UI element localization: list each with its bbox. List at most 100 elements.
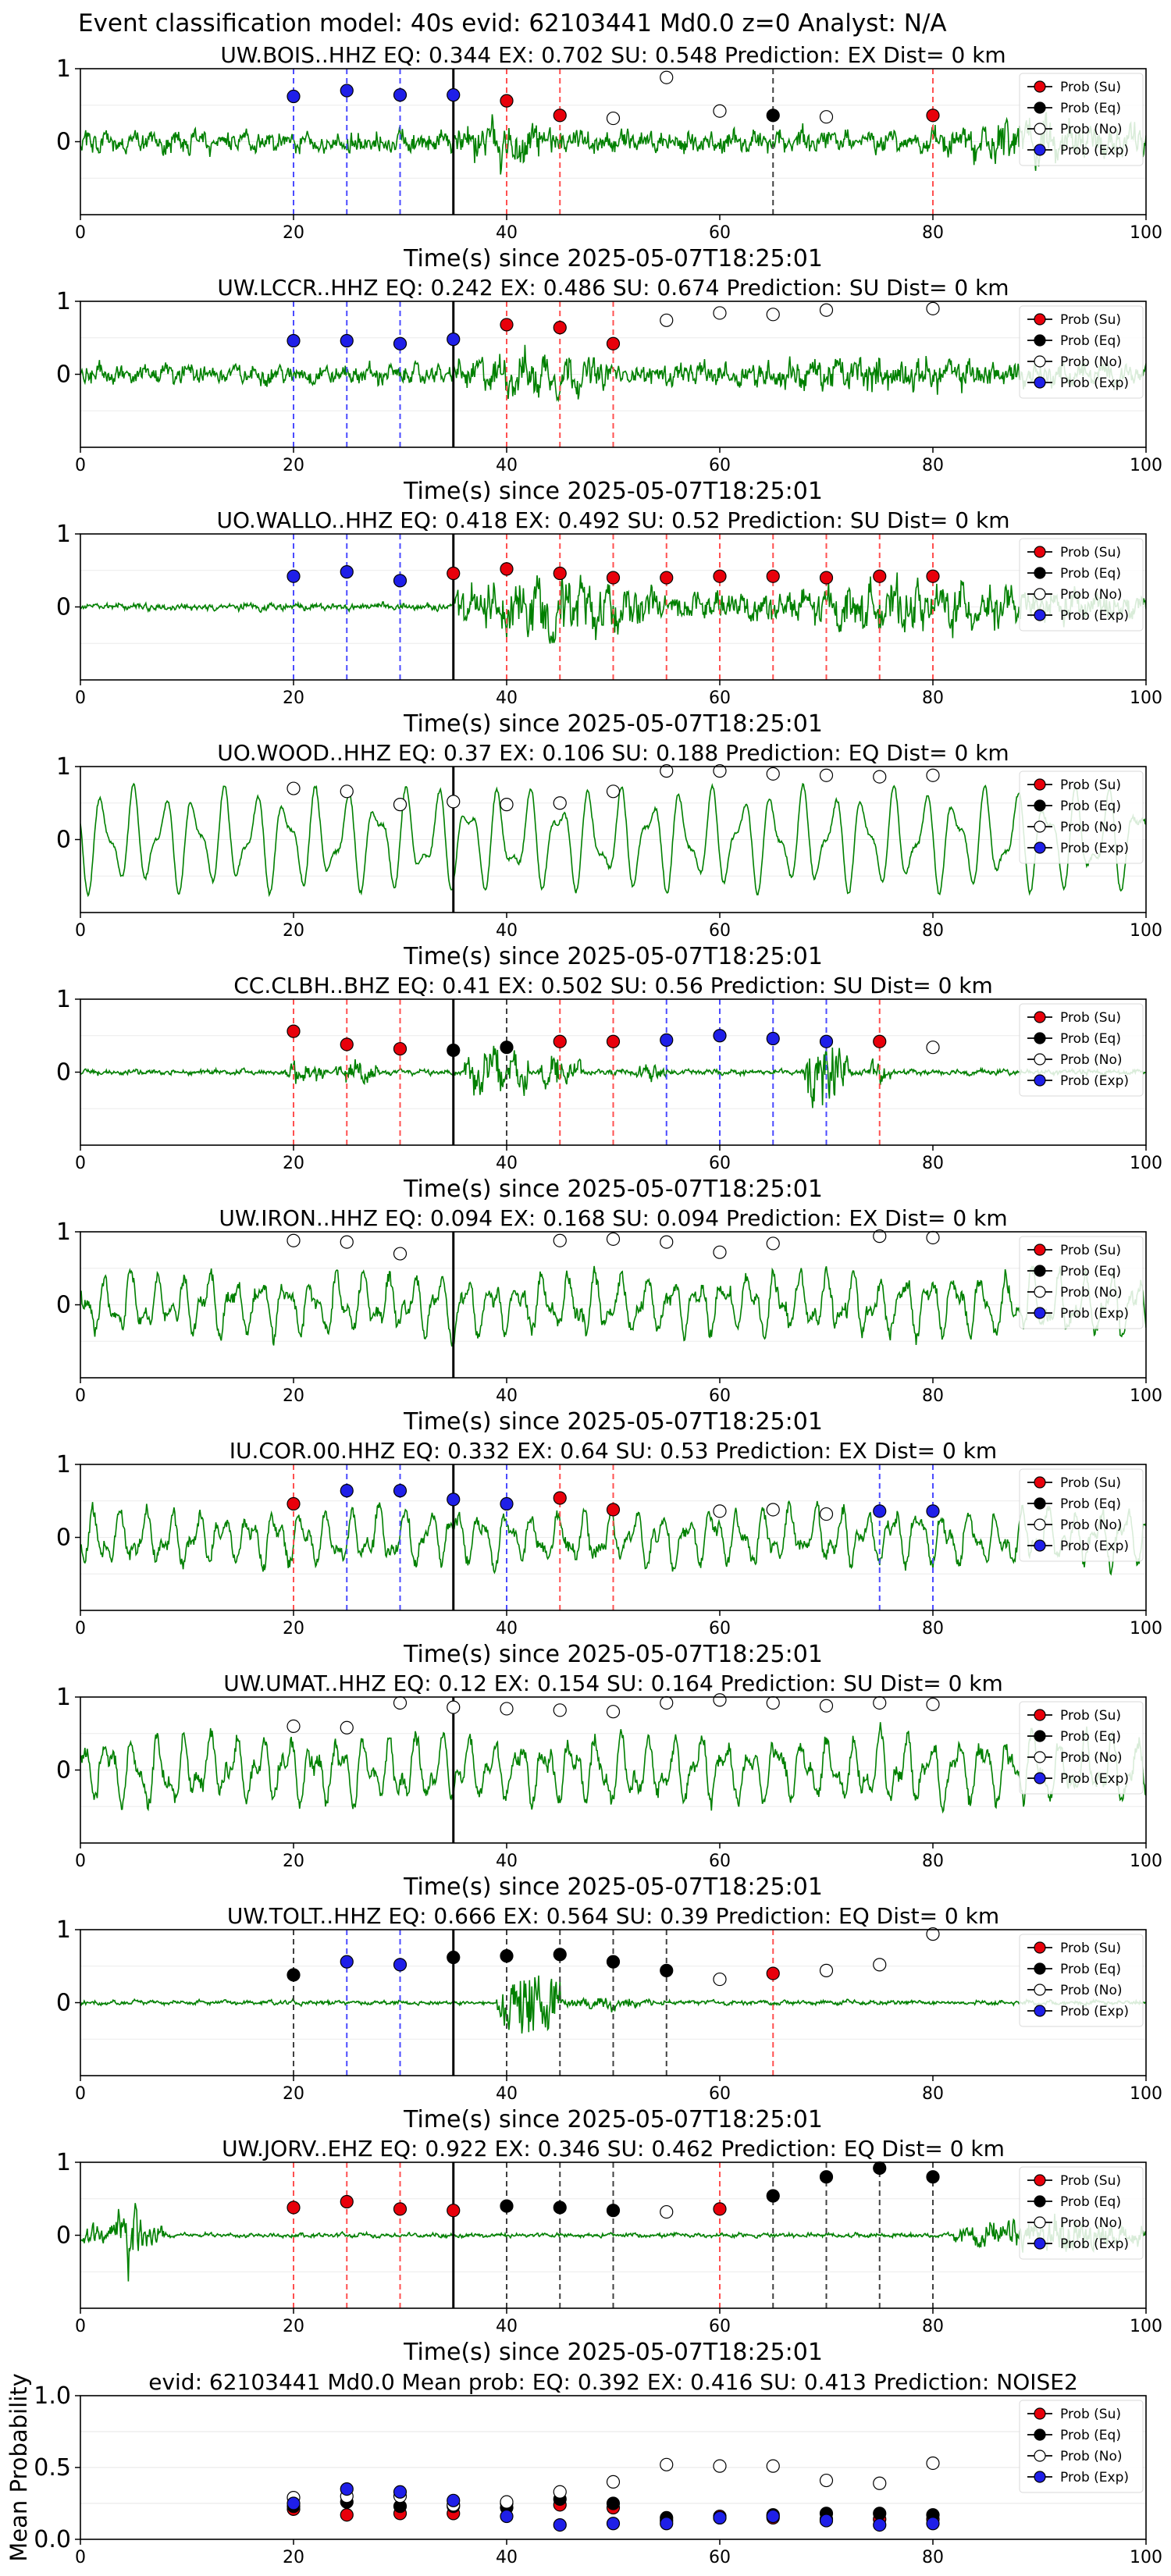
mean-point-eq	[606, 2496, 621, 2510]
x-tick-label: 100	[1130, 2548, 1162, 2567]
x-axis-label: Time(s) since 2025-05-07T18:25:01	[403, 478, 823, 505]
probability-point-eq	[819, 2170, 834, 2184]
legend-marker	[1034, 2195, 1046, 2208]
probability-point-su	[340, 1037, 354, 1051]
probability-point-eq	[766, 109, 780, 123]
legend-box	[1019, 73, 1144, 166]
x-tick-label: 0	[75, 1154, 86, 1173]
probability-point-exp	[287, 89, 301, 104]
legend-marker	[1034, 2471, 1046, 2483]
probability-point-su	[553, 1034, 567, 1048]
probability-point-no	[766, 1503, 780, 1517]
panel-2: UW.LCCR..HHZ EQ: 0.242 EX: 0.486 SU: 0.6…	[56, 275, 1162, 505]
probability-point-exp	[766, 1031, 780, 1046]
y-tick-label: 0.0	[34, 2526, 71, 2553]
y-tick-label: 0	[56, 2222, 71, 2250]
probability-point-su	[553, 566, 567, 581]
legend-label: Prob (Eq)	[1060, 1729, 1121, 1745]
probability-point-su	[873, 1034, 887, 1048]
legend-label: Prob (Eq)	[1060, 1962, 1121, 1977]
figure-title: Event classification model: 40s evid: 62…	[78, 9, 947, 37]
probability-point-no	[606, 785, 621, 799]
probability-point-no	[606, 1705, 621, 1719]
probability-point-no	[500, 1702, 514, 1716]
legend-label: Prob (Su)	[1060, 1475, 1121, 1491]
probability-point-su	[393, 1041, 408, 1056]
panel-title: UW.UMAT..HHZ EQ: 0.12 EX: 0.154 SU: 0.16…	[223, 1670, 1003, 1696]
legend-label: Prob (Exp)	[1060, 1771, 1129, 1787]
legend-marker	[1034, 144, 1046, 156]
probability-point-eq	[660, 1963, 674, 1977]
probability-point-exp	[393, 574, 408, 588]
legend-box	[1019, 770, 1144, 864]
probability-point-no	[713, 1245, 727, 1259]
probability-point-no	[819, 768, 834, 782]
panel-4: UO.WOOD..HHZ EQ: 0.37 EX: 0.106 SU: 0.18…	[56, 740, 1162, 970]
mean-point-exp	[660, 2517, 674, 2531]
legend-label: Prob (Eq)	[1060, 1496, 1121, 1512]
legend-label: Prob (Eq)	[1060, 333, 1121, 349]
legend-label: Prob (Exp)	[1060, 608, 1129, 624]
x-tick-label: 20	[283, 2084, 304, 2104]
x-tick-label: 60	[709, 2317, 731, 2336]
y-tick-label: 0	[56, 827, 71, 854]
x-tick-label: 20	[283, 223, 304, 243]
panels: UW.BOIS..HHZ EQ: 0.344 EX: 0.702 SU: 0.5…	[5, 42, 1162, 2567]
probability-point-no	[819, 1963, 834, 1977]
panel-5: CC.CLBH..BHZ EQ: 0.41 EX: 0.502 SU: 0.56…	[56, 973, 1162, 1203]
waveform-trace	[80, 1722, 1146, 1814]
probability-point-no	[340, 1235, 354, 1249]
legend-label: Prob (Exp)	[1060, 1539, 1129, 1554]
legend-marker	[1034, 1053, 1046, 1066]
legend-marker	[1034, 1539, 1046, 1552]
probability-point-su	[926, 569, 940, 583]
x-tick-label: 60	[709, 1386, 731, 1406]
probability-point-su	[500, 94, 514, 108]
legend-label: Prob (No)	[1060, 820, 1123, 835]
x-tick-label: 20	[283, 921, 304, 941]
probability-point-no	[287, 1233, 301, 1247]
probability-point-no	[926, 1041, 940, 1055]
x-axis-label: Time(s) since 2025-05-07T18:25:01	[403, 2339, 823, 2366]
y-tick-label: 0	[56, 1757, 71, 1784]
probability-point-su	[553, 109, 567, 123]
x-tick-label: 60	[709, 2548, 731, 2567]
legend-label: Prob (Exp)	[1060, 2236, 1129, 2252]
panel-title: UW.TOLT..HHZ EQ: 0.666 EX: 0.564 SU: 0.3…	[227, 1903, 999, 1929]
probability-point-exp	[713, 1029, 727, 1043]
probability-point-no	[447, 795, 461, 809]
legend: Prob (Su) Prob (Eq) Prob (No) Prob (Exp)	[1019, 1003, 1144, 1097]
legend-label: Prob (No)	[1060, 587, 1123, 603]
probability-point-su	[553, 321, 567, 335]
probability-point-no	[926, 1697, 940, 1711]
x-tick-label: 0	[75, 2548, 86, 2567]
x-tick-label: 80	[922, 2317, 944, 2336]
legend: Prob (Su) Prob (Eq) Prob (No) Prob (Exp)	[1019, 538, 1144, 632]
legend-box	[1019, 538, 1144, 632]
y-tick-label: 1.0	[34, 2382, 71, 2410]
legend-marker	[1034, 101, 1046, 114]
x-tick-label: 20	[283, 456, 304, 475]
legend-marker	[1034, 1074, 1046, 1087]
mean-point-no	[500, 2495, 514, 2509]
probability-point-no	[713, 1504, 727, 1518]
x-tick-label: 80	[922, 1619, 944, 1638]
x-tick-label: 100	[1130, 921, 1162, 941]
panel-6: UW.IRON..HHZ EQ: 0.094 EX: 0.168 SU: 0.0…	[56, 1205, 1162, 1436]
probability-point-eq	[606, 1955, 621, 1969]
probability-point-eq	[447, 1950, 461, 1965]
probability-point-eq	[500, 1041, 514, 1055]
panel-title: UW.IRON..HHZ EQ: 0.094 EX: 0.168 SU: 0.0…	[219, 1205, 1007, 1231]
legend-marker	[1034, 778, 1046, 791]
x-tick-label: 100	[1130, 2084, 1162, 2104]
x-tick-label: 100	[1130, 1154, 1162, 1173]
legend-label: Prob (Exp)	[1060, 143, 1129, 158]
legend-label: Prob (Eq)	[1060, 1264, 1121, 1279]
x-axis-label: Time(s) since 2025-05-07T18:25:01	[403, 1873, 823, 1901]
legend-label: Prob (No)	[1060, 1517, 1123, 1533]
panel-9: UW.TOLT..HHZ EQ: 0.666 EX: 0.564 SU: 0.3…	[56, 1903, 1162, 2133]
x-tick-label: 100	[1130, 223, 1162, 243]
legend-label: Prob (Exp)	[1060, 841, 1129, 856]
x-tick-label: 20	[283, 2317, 304, 2336]
legend-box	[1019, 1934, 1144, 2027]
